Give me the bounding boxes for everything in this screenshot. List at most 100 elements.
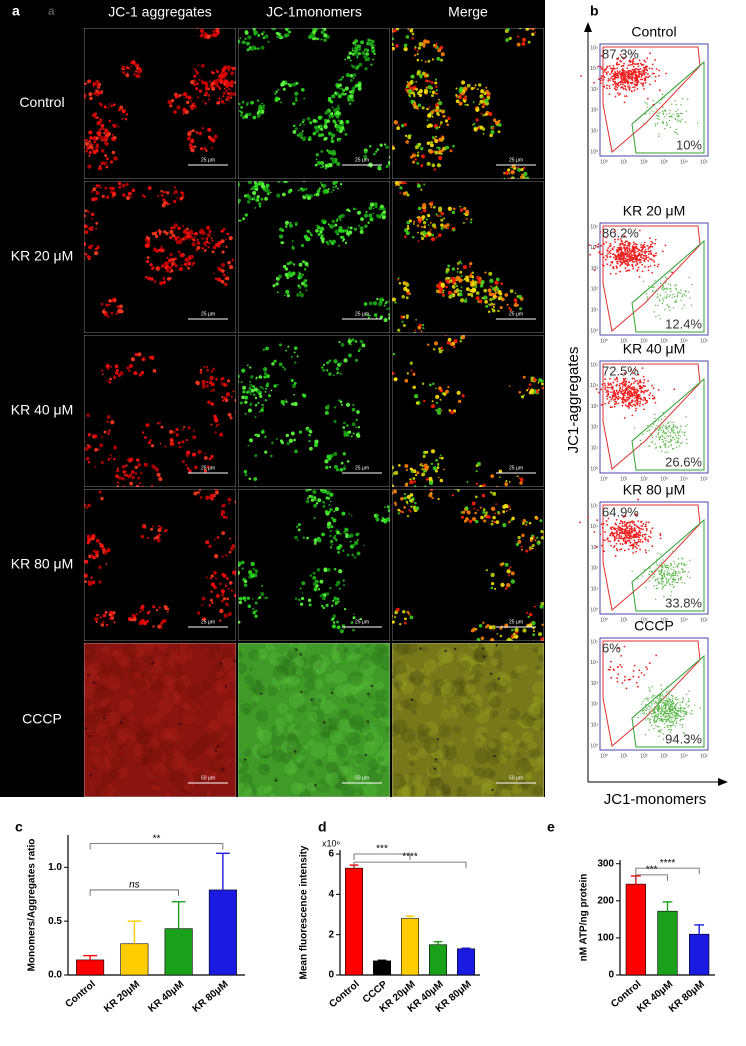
event-dot [637, 68, 639, 70]
event-dot [632, 72, 634, 74]
mitochondria [438, 126, 440, 128]
mitochondria [308, 434, 311, 437]
mitochondria [186, 235, 190, 239]
mitochondria [335, 601, 339, 605]
mitochondria [144, 436, 147, 439]
texture [354, 754, 364, 764]
axis-tick-label: 10⁵ [590, 45, 598, 51]
texture [313, 660, 327, 674]
mitochondria [417, 151, 419, 153]
mitochondria [308, 136, 311, 139]
texture [129, 689, 136, 696]
mitochondria [105, 611, 108, 614]
mitochondria [438, 233, 442, 237]
mitochondria [228, 612, 232, 616]
event-dot [625, 80, 627, 82]
mitochondria [395, 44, 398, 47]
scale-bar-label: 25 μm [509, 157, 523, 163]
mitochondria [115, 371, 118, 374]
mitochondria [442, 115, 445, 118]
event-dot [613, 246, 615, 248]
mitochondria [343, 433, 347, 437]
event-dot [622, 77, 624, 79]
texture [107, 675, 122, 690]
event-dot [658, 75, 660, 77]
texture [513, 645, 518, 650]
mitochondria [530, 380, 532, 382]
mitochondria [521, 549, 523, 551]
mitochondria [460, 340, 462, 342]
mitochondria [337, 85, 339, 87]
mitochondria [393, 490, 397, 494]
event-dot [671, 116, 672, 117]
mitochondria [486, 569, 488, 571]
mitochondria [354, 43, 357, 46]
mitochondria [328, 372, 332, 376]
mitochondria [492, 516, 496, 520]
mitochondria [325, 111, 329, 115]
mitochondria [301, 244, 304, 247]
mitochondria [452, 285, 456, 289]
mitochondria [345, 535, 348, 538]
mitochondria [195, 381, 199, 385]
mitochondria [263, 36, 266, 39]
event-dot [622, 65, 624, 67]
texture [288, 767, 295, 774]
mitochondria [314, 587, 318, 591]
texture [129, 735, 135, 741]
event-dot [618, 63, 620, 65]
axis-tick-label: 10¹ [620, 159, 628, 165]
mitochondria [364, 302, 368, 306]
mitochondria [480, 89, 484, 93]
mitochondria [364, 151, 367, 154]
mitochondria [384, 305, 386, 307]
mitochondria [359, 48, 361, 50]
mitochondria [504, 483, 508, 487]
mitochondria [239, 37, 241, 39]
mitochondria [446, 123, 449, 126]
mitochondria [107, 315, 110, 318]
mitochondria [241, 561, 245, 565]
texture [90, 756, 98, 764]
mitochondria [324, 459, 328, 463]
mitochondria [466, 104, 468, 106]
mitochondria [189, 147, 192, 150]
mitochondria [139, 482, 141, 484]
mitochondria [282, 366, 284, 368]
mitochondria [142, 431, 144, 433]
texture [304, 744, 309, 749]
texture [320, 700, 334, 714]
mitochondria [343, 94, 345, 96]
mitochondria [421, 465, 423, 467]
mitochondria [363, 545, 365, 547]
mitochondria [345, 242, 347, 244]
mitochondria [103, 309, 105, 311]
mitochondria [96, 186, 98, 188]
mitochondria [113, 136, 116, 139]
mitochondria [409, 481, 412, 484]
mitochondria [447, 386, 449, 388]
event-dot [681, 113, 682, 114]
mitochondria [187, 467, 190, 470]
mitochondria [461, 263, 463, 265]
mitochondria [88, 461, 90, 463]
event-dot [677, 116, 678, 117]
texture [208, 670, 218, 680]
mitochondria [459, 271, 462, 274]
mitochondria [179, 267, 183, 271]
event-dot [661, 97, 662, 98]
mitochondria [218, 101, 220, 103]
mitochondria [424, 225, 426, 227]
mitochondria [205, 244, 207, 246]
texture [95, 784, 110, 799]
mitochondria [193, 430, 195, 432]
event-dot [642, 82, 644, 84]
texture [147, 773, 152, 778]
mitochondria [484, 300, 488, 304]
mitochondria [339, 219, 341, 221]
mitochondria [88, 245, 92, 249]
mitochondria [433, 348, 435, 350]
mitochondria [473, 123, 475, 125]
mitochondria [326, 369, 328, 371]
event-dot [638, 81, 640, 83]
